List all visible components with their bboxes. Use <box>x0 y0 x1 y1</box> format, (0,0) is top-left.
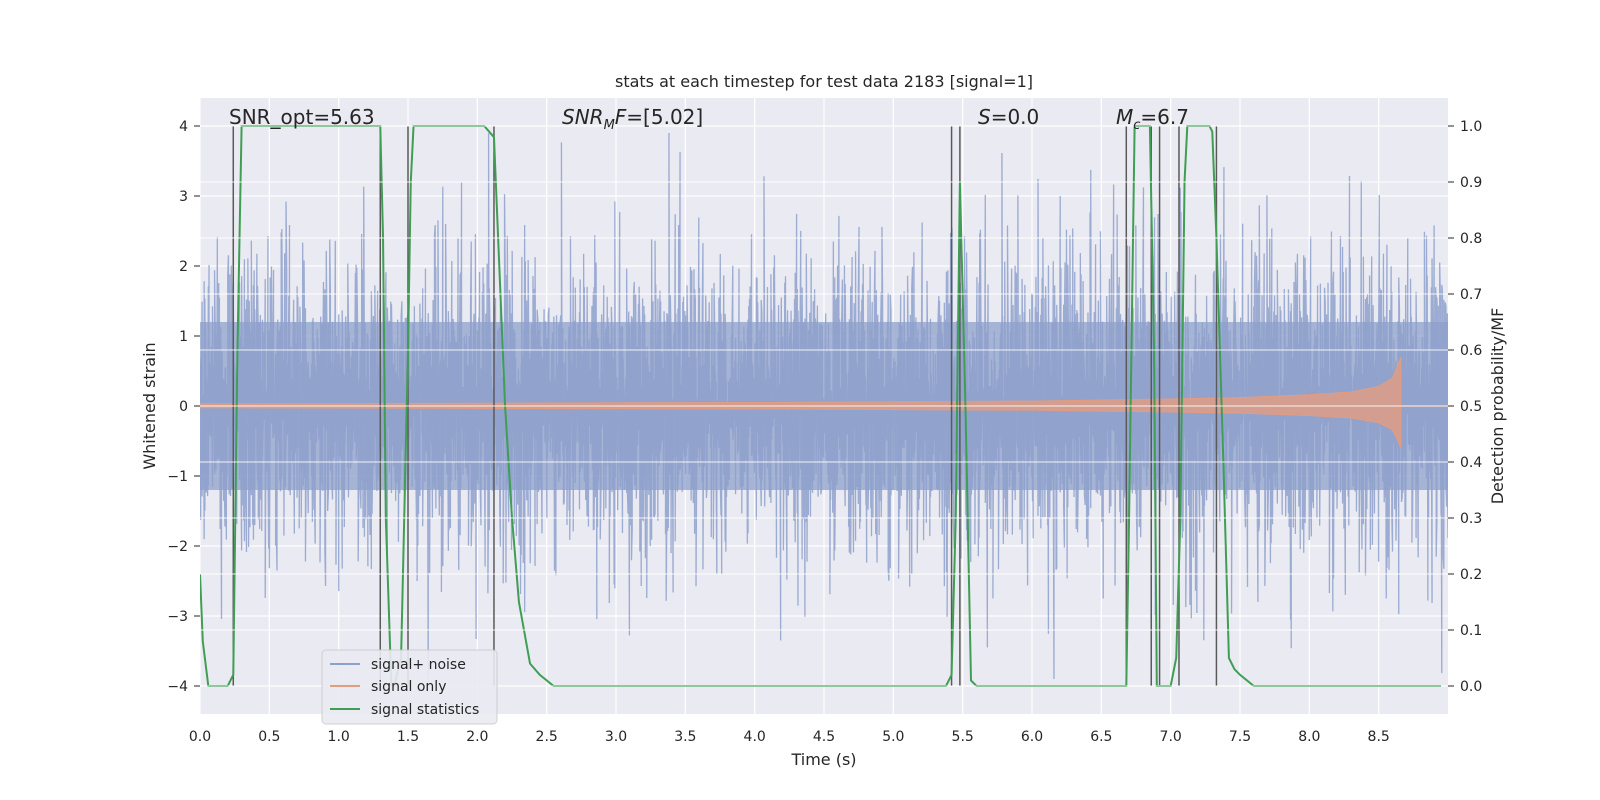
x-axis-ticks: 0.0 0.5 1.0 1.5 2.0 2.5 3.0 3.5 4.0 4.5 5.0 5.5 6.0 6… <box>189 729 1390 745</box>
y-tick-label: −1 <box>167 469 188 485</box>
legend: signal+ noise signal only signal statist… <box>321 649 498 725</box>
x-tick-label: 0.0 <box>189 729 211 745</box>
legend-box <box>321 649 498 725</box>
y-right-tick-label: 0.7 <box>1460 287 1482 303</box>
y-right-tick-label: 1.0 <box>1460 119 1482 135</box>
x-tick-label: 1.5 <box>397 729 419 745</box>
y-tick-label: 1 <box>179 329 188 345</box>
x-tick-label: 3.5 <box>674 729 696 745</box>
legend-label-signal: signal only <box>371 679 446 695</box>
annotation-snr-opt: SNR_opt=5.63 <box>229 105 375 129</box>
x-tick-label: 7.5 <box>1229 729 1251 745</box>
legend-label-stats: signal statistics <box>371 702 479 718</box>
annotation-mc: Mc=6.7 <box>1116 105 1189 133</box>
y-tick-label: 4 <box>179 119 188 135</box>
x-tick-label: 1.0 <box>328 729 350 745</box>
y-axis-right-ticks: 1.0 0.9 0.8 0.7 0.6 0.5 0.4 0.3 0.2 0.1 0.0 <box>1448 119 1482 695</box>
x-tick-label: 6.0 <box>1021 729 1043 745</box>
y-right-tick-label: 0.4 <box>1460 455 1482 471</box>
y-tick-label: 3 <box>179 189 188 205</box>
x-tick-label: 8.5 <box>1368 729 1390 745</box>
y-right-tick-label: 0.6 <box>1460 343 1482 359</box>
y-right-tick-label: 0.2 <box>1460 567 1482 583</box>
y-right-tick-label: 0.0 <box>1460 679 1482 695</box>
annotation-snr-mf: SNRMF=[5.02] <box>562 105 703 133</box>
signal-envelope <box>200 356 1402 448</box>
x-tick-label: 2.5 <box>536 729 558 745</box>
chart-title: stats at each timestep for test data 218… <box>615 72 1033 91</box>
x-tick-label: 8.0 <box>1298 729 1320 745</box>
y-tick-label: 0 <box>179 399 188 415</box>
y-right-tick-label: 0.5 <box>1460 399 1482 415</box>
y-right-tick-label: 0.8 <box>1460 231 1482 247</box>
annotation-s: S=0.0 <box>978 105 1039 129</box>
x-tick-label: 4.5 <box>813 729 835 745</box>
x-tick-label: 6.5 <box>1090 729 1112 745</box>
y-axis-label: Whitened strain <box>140 342 159 469</box>
annotations: SNR_opt=5.63 SNRMF=[5.02] S=0.0 Mc=6.7 <box>229 105 1189 133</box>
y-axis-right-label: Detection probability/MF <box>1488 308 1507 505</box>
x-axis-label: Time (s) <box>790 750 856 769</box>
y-right-tick-label: 0.9 <box>1460 175 1482 191</box>
y-axis-ticks: 4 3 2 1 0 −1 −2 −3 −4 <box>167 119 200 695</box>
right-grid <box>200 125 1448 687</box>
legend-label-noise: signal+ noise <box>371 657 466 673</box>
y-right-tick-label: 0.3 <box>1460 511 1482 527</box>
y-tick-label: −3 <box>167 609 188 625</box>
x-tick-label: 5.5 <box>952 729 974 745</box>
x-tick-label: 7.0 <box>1160 729 1182 745</box>
x-tick-label: 4.0 <box>744 729 766 745</box>
y-tick-label: −4 <box>167 679 188 695</box>
y-tick-label: 2 <box>179 259 188 275</box>
x-tick-label: 3.0 <box>605 729 627 745</box>
y-tick-label: −2 <box>167 539 188 555</box>
y-right-tick-label: 0.1 <box>1460 623 1482 639</box>
x-tick-label: 0.5 <box>258 729 280 745</box>
x-tick-label: 5.0 <box>882 729 904 745</box>
x-tick-label: 2.0 <box>466 729 488 745</box>
